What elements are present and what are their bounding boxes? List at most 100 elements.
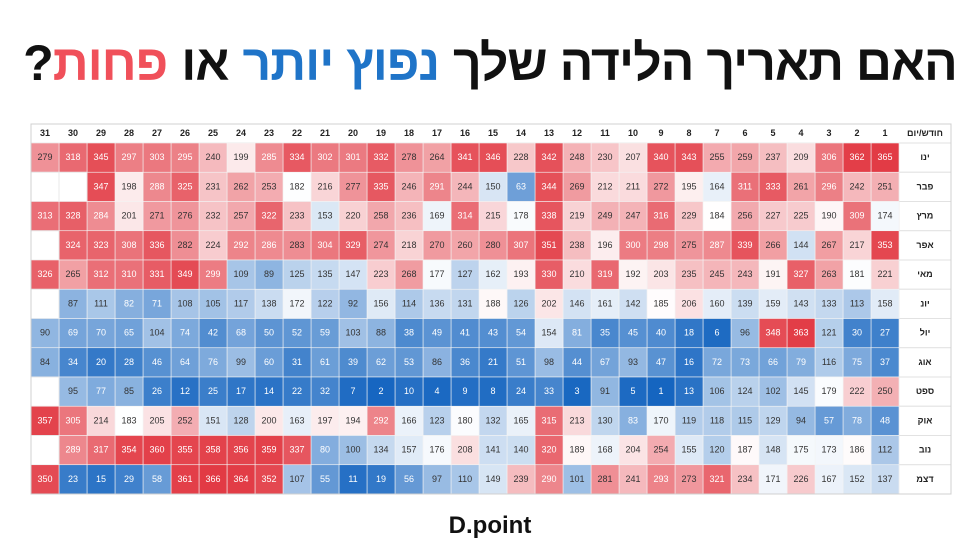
cell-value: 323 [93,240,108,250]
column-header: 21 [320,128,330,138]
cell-value: 167 [821,474,836,484]
cell [58,201,88,232]
row-label-cell [898,405,952,436]
cell-value: 3 [574,386,579,396]
cell [450,318,480,349]
cell [842,435,872,466]
cell-value: 153 [317,211,332,221]
cell-value: 363 [793,328,808,338]
cell-value: 116 [822,357,836,367]
column-header: 28 [124,128,134,138]
cell-value: 281 [597,474,612,484]
cell-value: 72 [712,357,722,367]
cell-value: 147 [345,269,360,279]
cell-value: 314 [457,211,472,221]
cell-value: 350 [37,474,52,484]
cell [170,259,200,290]
cell [114,288,144,319]
cell [562,405,592,436]
row-label: יונ [920,298,929,308]
cell-value: 316 [653,211,668,221]
cell-value: 184 [709,211,724,221]
cell-value: 107 [289,474,304,484]
cell-value: 198 [121,181,136,191]
cell-value: 102 [765,386,780,396]
cell-value: 97 [432,474,442,484]
empty-cell [30,435,60,466]
cell [282,405,312,436]
cell-value: 230 [597,152,612,162]
cell-value: 16 [684,357,694,367]
cell-value: 219 [569,211,584,221]
cell [506,347,536,378]
cell-value: 228 [513,152,528,162]
cell-value: 100 [345,445,360,455]
cell [450,171,480,202]
cell-value: 93 [628,357,638,367]
cell [534,259,564,290]
cell [394,376,424,407]
cell [198,464,228,495]
cell [814,142,844,173]
cell-value: 84 [40,357,50,367]
cell-value: 250 [877,386,892,396]
cell-value: 113 [850,298,864,308]
cell-value: 185 [653,298,668,308]
cell-value: 271 [149,211,164,221]
cell-value: 172 [289,298,304,308]
cell [506,230,536,261]
cell-value: 361 [177,474,192,484]
cell-value: 206 [681,298,696,308]
cell-value: 254 [653,445,668,455]
cell [842,376,872,407]
cell-value: 9 [462,386,467,396]
cell-value: 183 [121,415,136,425]
cell-value: 348 [765,328,780,338]
cell [226,318,256,349]
cell-value: 117 [234,298,248,308]
cell [254,230,284,261]
cell-value: 34 [68,357,78,367]
cell-value: 236 [401,211,416,221]
cell [842,171,872,202]
cell [842,142,872,173]
cell [366,347,396,378]
cell [30,405,60,436]
cell-value: 121 [821,328,836,338]
cell-value: 125 [289,269,304,279]
cell-value: 220 [345,211,360,221]
cell-value: 307 [513,240,528,250]
cell-value: 5 [630,386,635,396]
cell-value: 188 [485,298,500,308]
column-header: 17 [432,128,442,138]
cell-value: 64 [180,357,190,367]
cell-value: 57 [824,415,834,425]
cell-value: 251 [877,181,892,191]
cell-value: 318 [65,152,80,162]
row-label-cell [898,288,952,319]
column-header: 22 [292,128,302,138]
cell [114,171,144,202]
cell [674,405,704,436]
cell [786,171,816,202]
cell [310,405,340,436]
cell-value: 43 [488,328,498,338]
cell [338,201,368,232]
cell-value: 285 [261,152,276,162]
cell-value: 61 [320,357,330,367]
cell [338,230,368,261]
cell-value: 108 [177,298,192,308]
cell-value: 114 [402,298,416,308]
cell [674,259,704,290]
cell-value: 340 [653,152,668,162]
cell [870,142,900,173]
cell-value: 337 [289,445,304,455]
cell [422,435,452,466]
cell-value: 252 [177,415,192,425]
cell [282,318,312,349]
cell-value: 253 [261,181,276,191]
row-label: אוק [918,415,933,425]
cell-value: 105 [205,298,220,308]
cell-value: 85 [124,386,134,396]
cell-value: 59 [320,328,330,338]
